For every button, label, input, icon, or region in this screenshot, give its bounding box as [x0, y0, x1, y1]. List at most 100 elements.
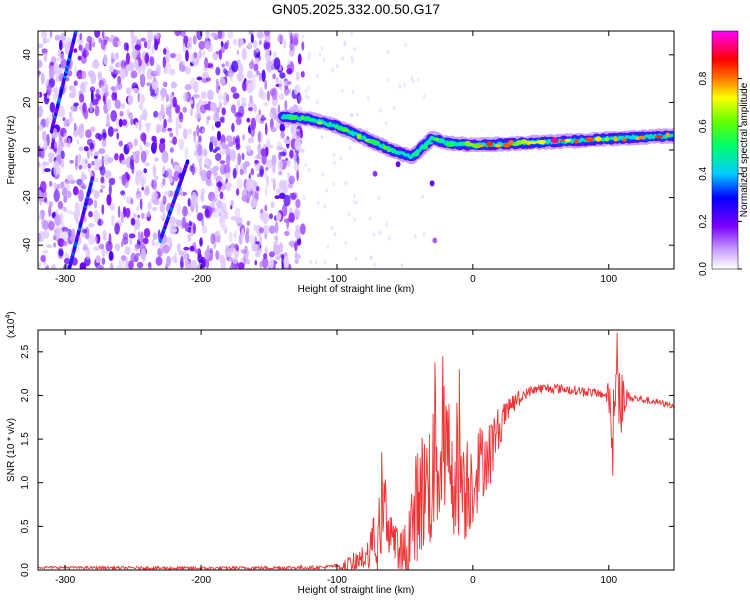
heatmap-cell — [183, 35, 189, 44]
heatmap-cell — [143, 168, 148, 174]
heatmap-cell — [231, 122, 235, 133]
heatmap-cell — [223, 100, 228, 106]
heatmap-cell — [105, 240, 113, 252]
heatmap-cell — [45, 264, 50, 269]
heatmap-cell — [198, 157, 202, 168]
heatmap-cell — [421, 194, 424, 199]
heatmap-cell — [178, 123, 182, 129]
heatmap-cell — [68, 111, 73, 119]
heatmap-cell — [75, 209, 81, 218]
heatmap-cell — [58, 249, 64, 257]
heatmap-cell — [83, 243, 88, 251]
heatmap-cell — [103, 87, 106, 93]
heatmap-cell — [274, 195, 280, 200]
heatmap-cell — [185, 259, 192, 269]
heatmap-cell — [212, 136, 217, 142]
heatmap-cell — [255, 251, 261, 258]
heatmap-cell — [118, 140, 123, 147]
heatmap-cell — [278, 170, 283, 176]
heatmap-cell — [41, 218, 46, 229]
snr-y-ticks: 0.0 0.5 1.0 1.5 2.0 2.5 — [20, 344, 674, 577]
heatmap-cell — [293, 152, 297, 165]
heatmap-cell — [268, 251, 275, 258]
heatmap-cell — [57, 238, 65, 247]
heatmap-cell — [166, 50, 171, 58]
heatmap-cell — [151, 44, 155, 55]
colorbar-tick-label: 0.4 — [698, 166, 709, 180]
heatmap-cell — [38, 124, 44, 131]
heatmap-cell — [54, 141, 58, 154]
heatmap-cell — [102, 95, 106, 102]
heatmap-cell — [149, 34, 155, 39]
heatmap-cell — [202, 50, 205, 57]
heatmap-cell — [64, 37, 73, 46]
heatmap-cell — [137, 230, 141, 243]
heatmap-noise-cells — [38, 31, 426, 269]
heatmap-cell — [246, 144, 251, 153]
heatmap-cell — [94, 165, 99, 172]
heatmap-cell — [372, 232, 376, 237]
heatmap-cell — [46, 84, 52, 96]
heatmap-cell — [187, 211, 191, 217]
heatmap-cell — [190, 227, 194, 237]
heatmap-cell — [232, 92, 240, 100]
heatmap-cell — [219, 191, 224, 200]
heatmap-cell — [88, 234, 95, 246]
heatmap-cell — [261, 114, 265, 119]
heatmap-cell — [156, 123, 161, 134]
heatmap-cell — [103, 54, 108, 66]
heatmap-cell — [188, 220, 192, 227]
snr-x-ticks: -300 -200 -100 0 100 — [55, 330, 618, 586]
heatmap-cell — [91, 61, 99, 69]
heatmap-cell — [316, 200, 320, 206]
heatmap-cell — [116, 132, 119, 140]
heatmap-cell — [353, 193, 356, 198]
heatmap-cell — [40, 180, 47, 193]
heatmap-cell — [196, 212, 204, 222]
heatmap-cell — [57, 200, 64, 210]
colorbar: 0.0 0.2 0.4 0.6 0.8 Normalized spectral ampl… — [698, 30, 750, 276]
heatmap-cell — [214, 120, 221, 128]
heatmap-cell — [40, 255, 46, 263]
heatmap-ridge-cell — [382, 145, 388, 150]
heatmap-cell — [101, 31, 105, 38]
heatmap-cell — [60, 150, 65, 159]
heatmap-cell — [200, 192, 205, 203]
heatmap-cell — [263, 42, 271, 50]
heatmap-cell — [165, 94, 169, 103]
heatmap-cell — [97, 71, 103, 80]
heatmap-cell — [341, 56, 345, 61]
heatmap-cell — [198, 50, 202, 60]
heatmap-cell — [231, 60, 239, 73]
heatmap-cell — [290, 32, 293, 44]
heatmap-cell — [176, 243, 181, 252]
heatmap-cell — [43, 168, 51, 173]
heatmap-cell — [51, 264, 56, 269]
heatmap-cell — [273, 57, 281, 70]
heatmap-ridge-cell — [594, 136, 602, 142]
heatmap-cell — [183, 91, 189, 102]
heatmap-cell — [350, 112, 353, 118]
heatmap-cell — [152, 76, 157, 83]
heatmap-cell — [216, 130, 222, 141]
heatmap-cell — [276, 141, 282, 150]
heatmap-cell — [145, 262, 149, 267]
heatmap-cell — [173, 251, 177, 262]
snr-y-scale: (x104) — [5, 311, 17, 338]
heatmap-cell — [230, 205, 233, 210]
heatmap-cell — [193, 52, 198, 59]
heatmap-cell — [83, 146, 89, 152]
heatmap-cell — [235, 188, 240, 196]
heatmap-cell — [263, 102, 268, 107]
heatmap-cell — [264, 122, 268, 136]
heatmap-ridge-cell — [638, 135, 646, 139]
heatmap-cell — [48, 114, 52, 125]
heatmap-cell — [248, 42, 252, 49]
heatmap-cell — [323, 260, 327, 265]
heatmap-cell — [60, 158, 65, 169]
heatmap-cell — [111, 214, 115, 227]
heatmap-cell — [195, 107, 201, 120]
heatmap-cell — [316, 100, 319, 105]
heatmap-cell — [197, 143, 203, 156]
